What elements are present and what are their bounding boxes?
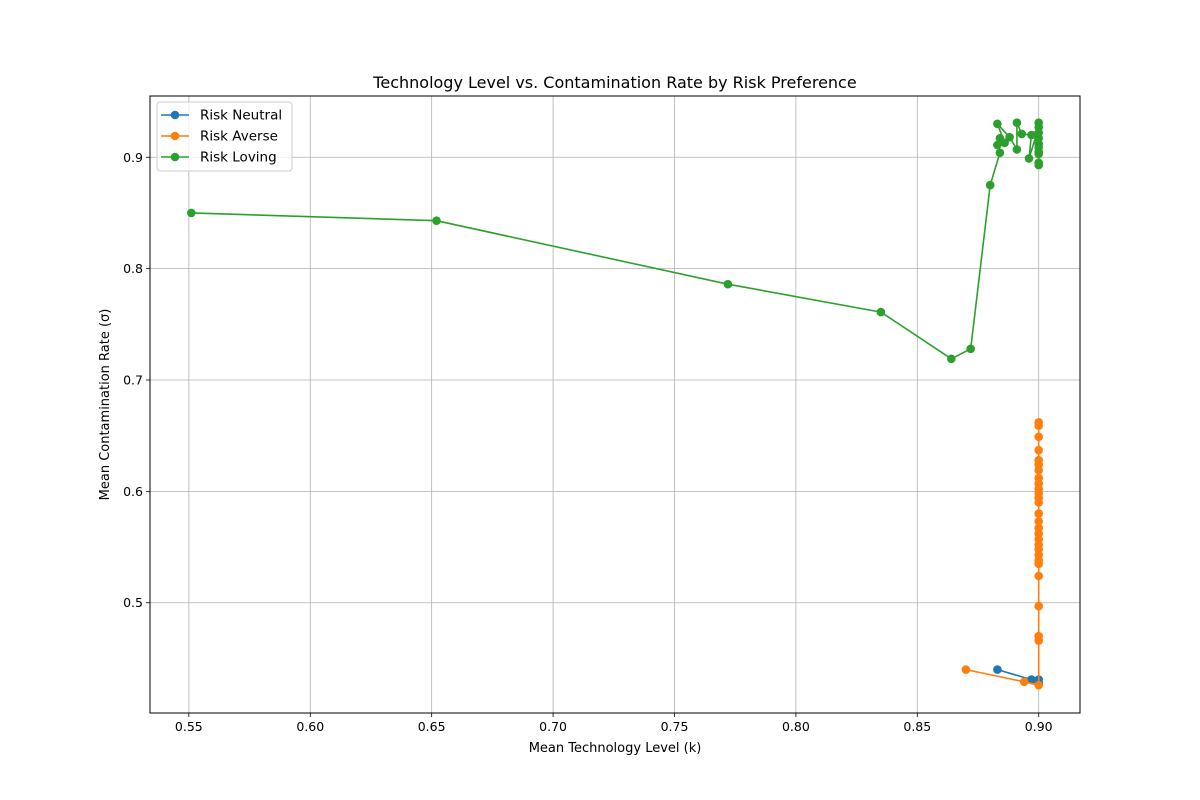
x-axis-title: Mean Technology Level (k) — [529, 741, 702, 756]
data-point-risk-averse — [1034, 455, 1043, 465]
data-series — [187, 118, 1043, 690]
series-risk-loving — [187, 118, 1043, 364]
legend-marker-risk-loving — [170, 152, 180, 162]
data-point-risk-averse — [1034, 517, 1043, 526]
data-point-risk-loving — [1034, 149, 1043, 159]
axis-ticks: 0.55 0.60 0.65 0.70 0.75 0.80 0.85 0.90 0.5 0.6 0.… — [123, 150, 1053, 734]
data-point-risk-loving — [1000, 138, 1009, 148]
legend-marker-risk-neutral — [170, 110, 180, 120]
legend-entry-risk-loving: Risk Loving — [161, 150, 277, 166]
y-tick-label: 0.6 — [123, 484, 143, 499]
data-point-risk-averse — [1034, 418, 1043, 427]
data-point-risk-loving — [876, 307, 886, 317]
data-point-risk-averse — [1034, 432, 1043, 442]
data-point-risk-loving — [947, 354, 956, 364]
data-point-risk-loving — [1034, 160, 1043, 170]
x-tick-label: 0.70 — [539, 719, 567, 734]
data-point-risk-loving — [187, 208, 196, 218]
data-point-risk-loving — [1012, 145, 1022, 154]
y-tick-label: 0.7 — [123, 372, 143, 387]
y-tick-label: 0.5 — [123, 595, 143, 610]
y-axis-title: Mean Contamination Rate (σ) — [98, 309, 113, 501]
data-point-risk-loving — [993, 140, 1002, 150]
x-tick-label: 0.55 — [175, 719, 203, 734]
data-point-risk-averse — [1034, 445, 1043, 455]
y-tick-label: 0.8 — [123, 261, 143, 276]
x-tick-label: 0.80 — [782, 719, 810, 734]
data-point-risk-averse — [1034, 523, 1043, 533]
data-point-risk-loving — [966, 344, 975, 354]
data-point-risk-loving — [985, 180, 995, 190]
data-point-risk-averse — [1034, 571, 1043, 581]
data-point-risk-neutral — [993, 665, 1002, 674]
data-point-risk-loving — [723, 279, 733, 289]
data-point-risk-loving — [1012, 118, 1022, 127]
data-point-risk-averse — [1034, 601, 1043, 611]
data-point-risk-averse — [1034, 473, 1043, 483]
plot-area-frame — [149, 95, 1081, 714]
legend-label-risk-neutral: Risk Neutral — [200, 108, 282, 124]
data-point-risk-loving — [432, 216, 441, 225]
data-point-risk-loving — [1017, 129, 1026, 139]
x-tick-label: 0.85 — [903, 719, 931, 734]
data-point-risk-averse — [1019, 677, 1029, 687]
data-point-risk-loving — [1034, 118, 1043, 127]
data-point-risk-loving — [993, 119, 1002, 129]
data-point-risk-averse — [1034, 680, 1043, 690]
data-point-risk-averse — [1034, 631, 1043, 641]
data-point-risk-averse — [961, 665, 971, 674]
legend-entry-risk-neutral: Risk Neutral — [161, 108, 282, 124]
data-point-risk-loving — [995, 148, 1005, 158]
grid-lines — [150, 96, 1080, 713]
data-point-risk-loving — [1024, 154, 1034, 163]
legend-label-risk-averse: Risk Averse — [200, 129, 278, 145]
x-tick-label: 0.65 — [418, 719, 446, 734]
chart-title: Technology Level vs. Contamination Rate … — [372, 73, 856, 92]
x-tick-label: 0.60 — [296, 719, 324, 734]
legend-marker-risk-averse — [170, 131, 180, 141]
data-point-risk-neutral — [1027, 675, 1036, 684]
legend: Risk Neutral Risk Averse Risk Loving — [156, 101, 293, 172]
x-tick-label: 0.75 — [661, 719, 689, 734]
data-point-risk-loving — [1005, 132, 1014, 142]
series-risk-averse — [961, 418, 1043, 690]
data-point-risk-averse — [1034, 509, 1043, 518]
legend-label-risk-loving: Risk Loving — [200, 150, 277, 166]
legend-box — [156, 101, 293, 172]
y-tick-label: 0.9 — [123, 150, 143, 165]
legend-entry-risk-averse: Risk Averse — [161, 129, 278, 145]
x-tick-label: 0.90 — [1025, 719, 1053, 734]
